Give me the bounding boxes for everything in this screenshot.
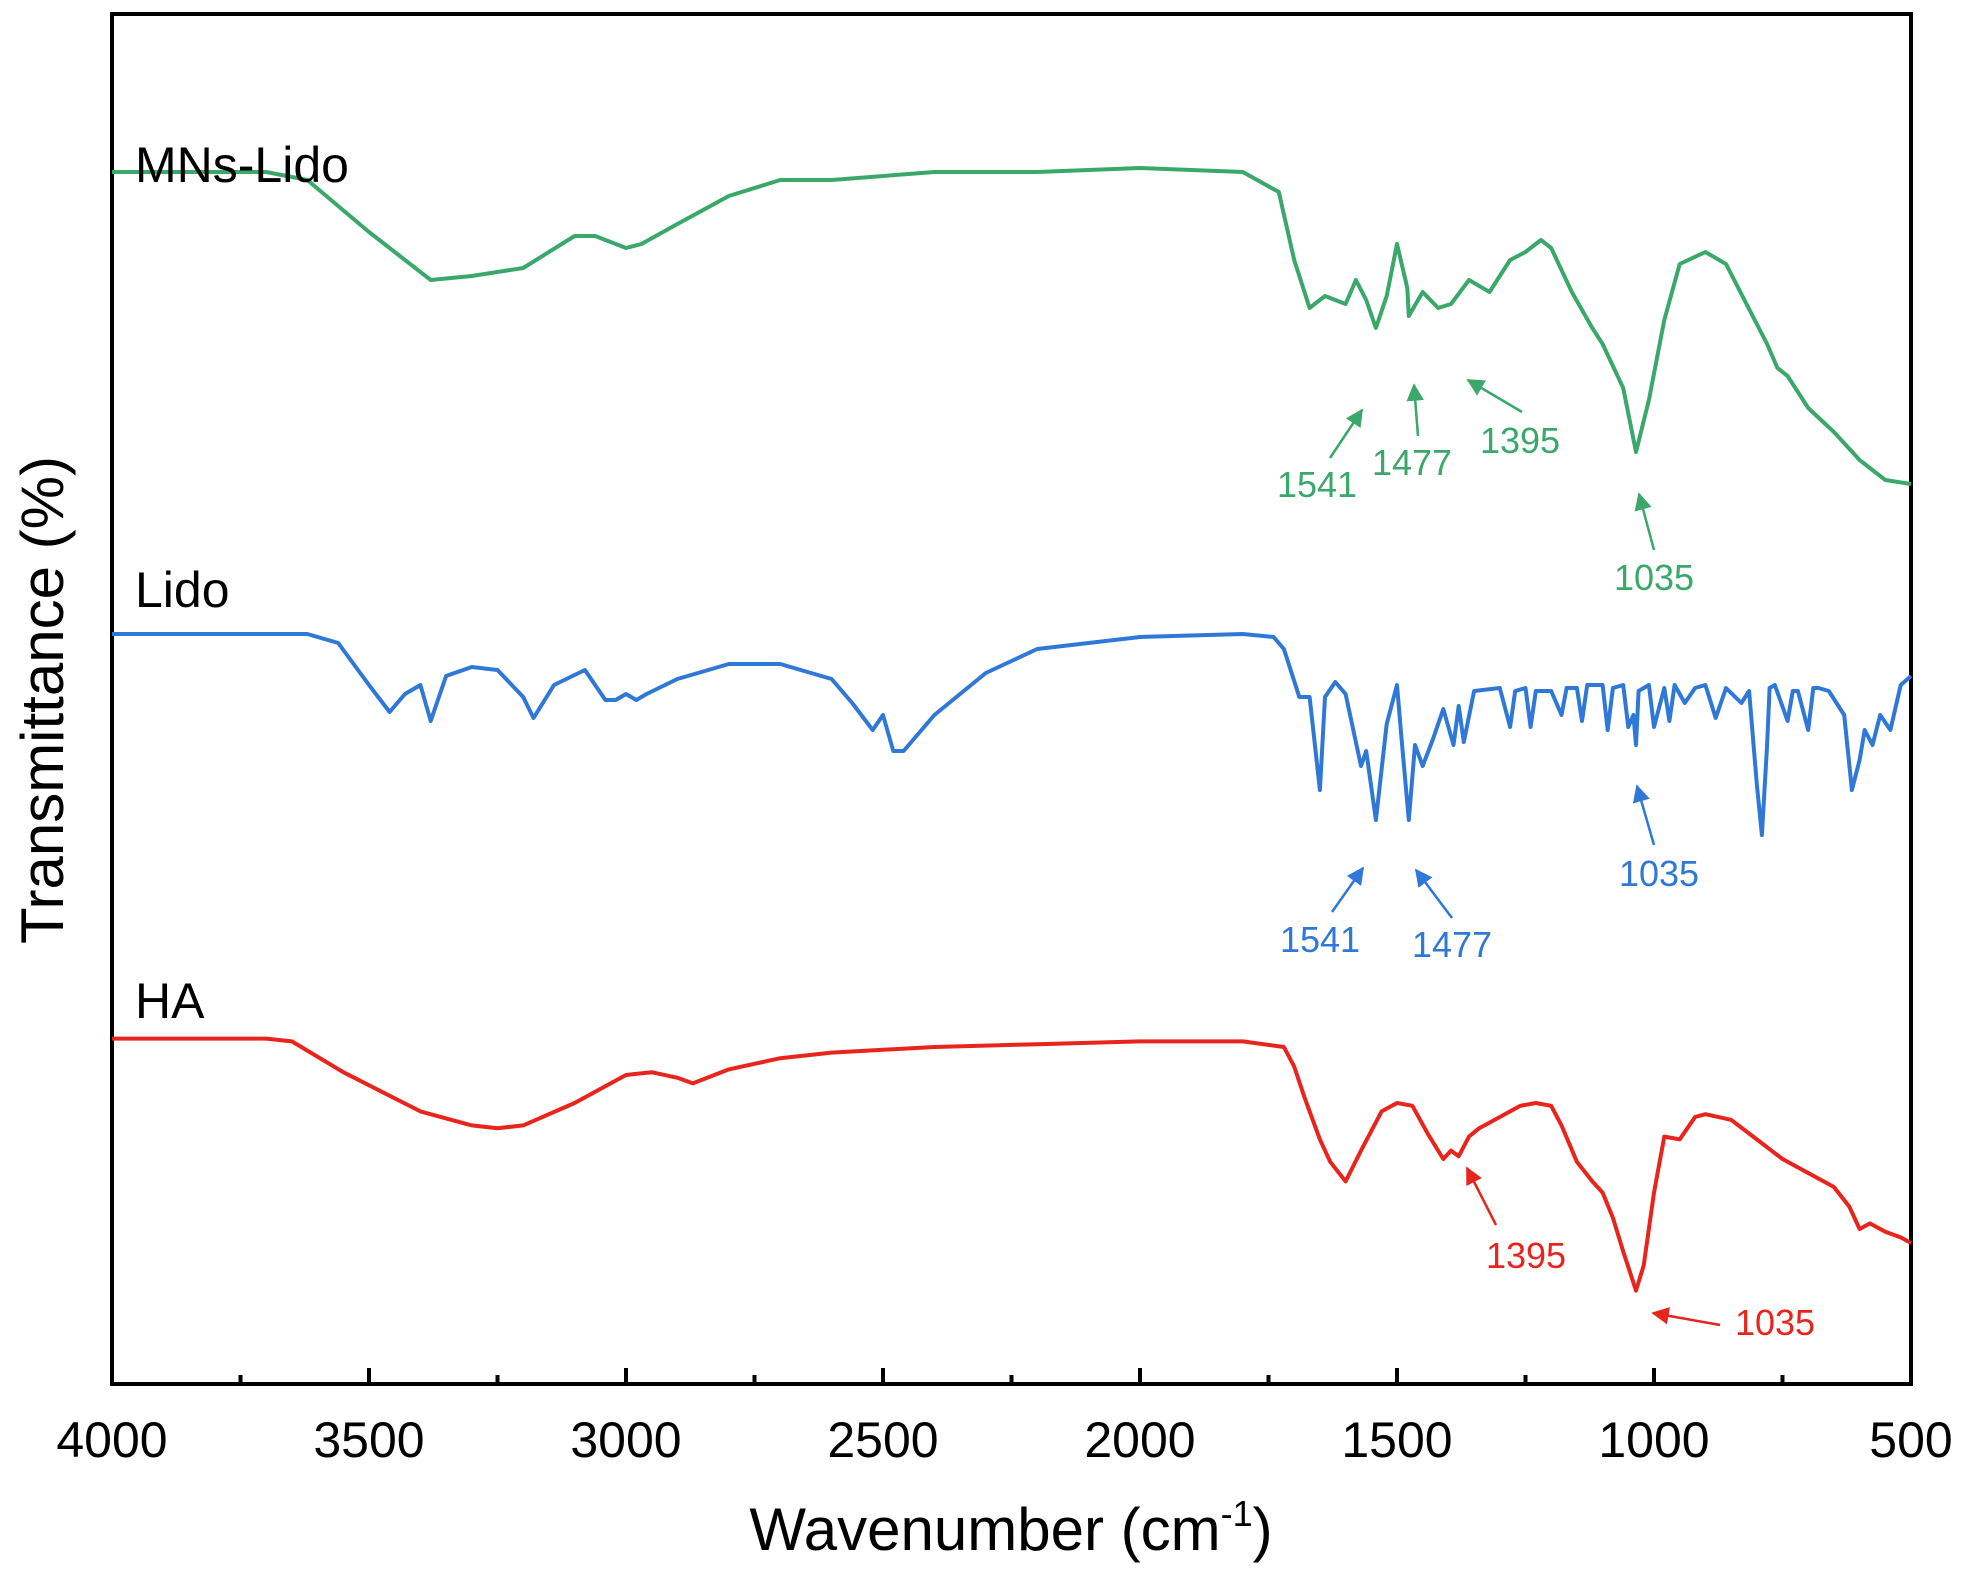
series-layer — [112, 166, 1913, 1293]
peak-arrow — [1406, 383, 1424, 437]
peak-label: 1541 — [1277, 464, 1357, 505]
peak-label: 1035 — [1619, 853, 1699, 894]
x-axis: 4000 3500 3000 2500 2000 1500 1000 500 — [56, 1368, 1953, 1468]
peak-arrow — [1330, 866, 1365, 913]
x-tick-label: 500 — [1869, 1412, 1952, 1468]
series-labels: MNs-Lido Lido HA — [135, 137, 349, 1029]
x-tick-label: 2500 — [827, 1412, 938, 1468]
series-line-lido — [112, 632, 1913, 837]
x-tick-label: 2000 — [1084, 1412, 1195, 1468]
series-label-lido: Lido — [135, 562, 230, 618]
peak-label: 1395 — [1486, 1235, 1566, 1276]
peak-label: 1477 — [1372, 442, 1452, 483]
peak-label: 1477 — [1412, 924, 1492, 965]
series-line-mns-lido — [112, 166, 1912, 486]
peak-label: 1395 — [1480, 420, 1560, 461]
x-tick-label: 1000 — [1598, 1412, 1709, 1468]
x-tick-label: 4000 — [56, 1412, 167, 1468]
peak-arrow — [1328, 408, 1364, 459]
y-axis-title: Transmittance (%) — [9, 456, 76, 944]
x-tick-label: 3500 — [313, 1412, 424, 1468]
peak-label: 1541 — [1280, 919, 1360, 960]
peak-arrow — [1634, 492, 1656, 551]
x-axis-title: Wavenumber (cm-1) — [749, 1493, 1272, 1563]
peak-arrow — [1465, 1166, 1498, 1226]
peak-arrow — [1632, 784, 1656, 846]
peak-label: 1035 — [1735, 1302, 1815, 1343]
peak-arrow — [1466, 378, 1523, 414]
peak-arrow — [1651, 1307, 1721, 1327]
series-label-ha: HA — [135, 973, 205, 1029]
series-line-ha — [112, 1036, 1912, 1293]
series-label-mns-lido: MNs-Lido — [135, 137, 349, 193]
peak-label: 1035 — [1614, 557, 1694, 598]
x-tick-label: 3000 — [570, 1412, 681, 1468]
peak-arrow — [1414, 868, 1453, 919]
x-tick-label: 1500 — [1341, 1412, 1452, 1468]
peak-annotations: 1541 1477 1395 1035 1541 1477 1035 1395 1035 — [1277, 378, 1815, 1343]
